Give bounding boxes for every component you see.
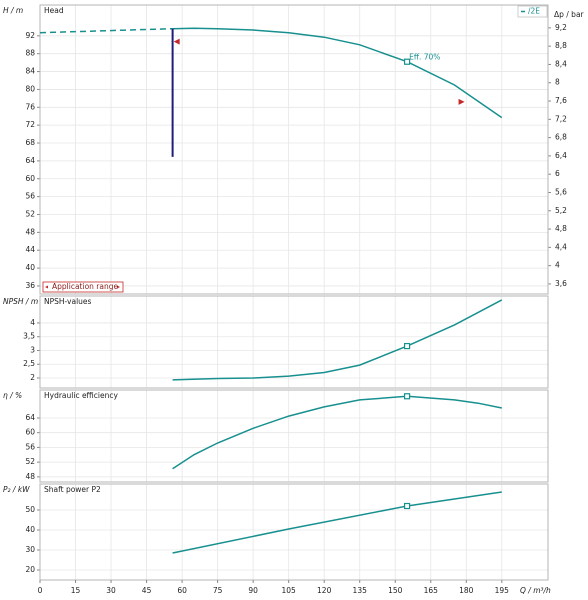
y-tick-label: 64 — [25, 156, 35, 165]
range-arrow: ◂ — [45, 284, 48, 291]
x-tick-label: 180 — [459, 586, 474, 595]
y2-tick-label: 8 — [555, 78, 560, 87]
range-arrow: ▸ — [117, 284, 120, 291]
y-tick-label: 20 — [25, 565, 35, 574]
x-axis-label: Q / m³/h — [520, 586, 551, 595]
y2-tick-label: 8,4 — [555, 59, 567, 68]
x-tick-label: 105 — [282, 586, 297, 595]
y-tick-label: 80 — [25, 84, 35, 93]
y-tick-label: 56 — [25, 442, 35, 451]
y-tick-label: 52 — [25, 457, 35, 466]
x-tick-label: 15 — [71, 586, 81, 595]
y-tick-label: 50 — [25, 505, 35, 514]
curve — [172, 27, 503, 119]
y-tick-label: 30 — [25, 545, 35, 554]
x-tick-label: 45 — [142, 586, 152, 595]
curve — [172, 299, 503, 381]
y-tick-label: 64 — [25, 413, 35, 422]
y2-tick-label: 5,6 — [555, 187, 567, 196]
panel-frame — [39, 295, 549, 389]
y-tick-label: 2 — [30, 373, 35, 382]
x-tick-label: 30 — [106, 586, 116, 595]
panel-frame — [39, 389, 549, 483]
panel-title: Hydraulic efficiency — [44, 391, 119, 400]
y-tick-label: 40 — [25, 525, 35, 534]
y-tick-label: 76 — [25, 102, 35, 111]
y2-tick-label: 7,6 — [555, 96, 567, 105]
range-marker — [458, 98, 465, 105]
y-tick-label: 88 — [25, 49, 35, 58]
y-tick-label: 2,5 — [23, 359, 35, 368]
y2-tick-label: 8,8 — [555, 41, 567, 50]
y-tick-label: 72 — [25, 120, 35, 129]
x-tick-label: 195 — [495, 586, 510, 595]
legend-entry: /2E — [528, 7, 540, 16]
curve — [39, 27, 173, 34]
panel-title: Head — [44, 6, 64, 15]
panel-title: NPSH-values — [44, 297, 92, 306]
y-tick-label: 84 — [25, 67, 35, 76]
range-marker — [173, 38, 180, 45]
panel-title: Shaft power P2 — [44, 485, 101, 494]
y-tick-label: 60 — [25, 174, 35, 183]
y2-tick-label: 5,2 — [555, 206, 567, 215]
y-tick-label: 68 — [25, 138, 35, 147]
y2-tick-label: 6,4 — [555, 151, 567, 160]
curve — [172, 491, 502, 554]
y-tick-label: 36 — [25, 281, 35, 290]
x-tick-label: 90 — [248, 586, 258, 595]
x-tick-label: 75 — [213, 586, 223, 595]
y2-tick-label: 7,2 — [555, 114, 567, 123]
y-axis-label: η / % — [3, 391, 22, 400]
y2-tick-label: 6 — [555, 169, 560, 178]
y-tick-label: 52 — [25, 209, 35, 218]
y-tick-label: 48 — [25, 472, 35, 481]
y-tick-label: 60 — [25, 428, 35, 437]
y-axis-label: NPSH / m — [3, 297, 38, 306]
y2-axis-label: Δp / bar — [554, 10, 585, 19]
curve — [172, 395, 502, 470]
y2-tick-label: 3,6 — [555, 279, 567, 288]
y2-tick-label: 4,4 — [555, 242, 567, 251]
x-tick-label: 0 — [38, 586, 43, 595]
x-tick-label: 60 — [177, 586, 187, 595]
y-tick-label: 40 — [25, 263, 35, 272]
y-tick-label: 92 — [25, 31, 35, 40]
y-tick-label: 56 — [25, 192, 35, 201]
y2-tick-label: 9,2 — [555, 23, 567, 32]
x-tick-label: 150 — [388, 586, 403, 595]
duty-label: Eff. 70% — [409, 53, 440, 62]
duty-point — [403, 393, 411, 400]
y-tick-label: 44 — [25, 245, 35, 254]
range-label: Application range — [52, 282, 118, 291]
y2-tick-label: 4,8 — [555, 224, 567, 233]
y-tick-label: 4 — [30, 318, 35, 327]
panel-frame — [39, 4, 549, 295]
y2-tick-label: 6,8 — [555, 133, 567, 142]
duty-point — [403, 58, 411, 65]
duty-point — [403, 342, 411, 350]
duty-point — [403, 502, 411, 510]
x-tick-label: 135 — [353, 586, 368, 595]
x-tick-label: 165 — [424, 586, 439, 595]
y-tick-label: 3,5 — [23, 332, 35, 341]
y-axis-label: P₂ / kW — [3, 485, 30, 494]
y-tick-label: 48 — [25, 227, 35, 236]
legend-box — [517, 5, 548, 18]
y-axis-label: H / m — [3, 6, 23, 15]
panel-frame — [39, 483, 549, 581]
x-tick-label: 120 — [317, 586, 332, 595]
y-tick-label: 3 — [30, 345, 35, 354]
range-box — [42, 281, 124, 293]
y2-tick-label: 4 — [555, 261, 560, 270]
